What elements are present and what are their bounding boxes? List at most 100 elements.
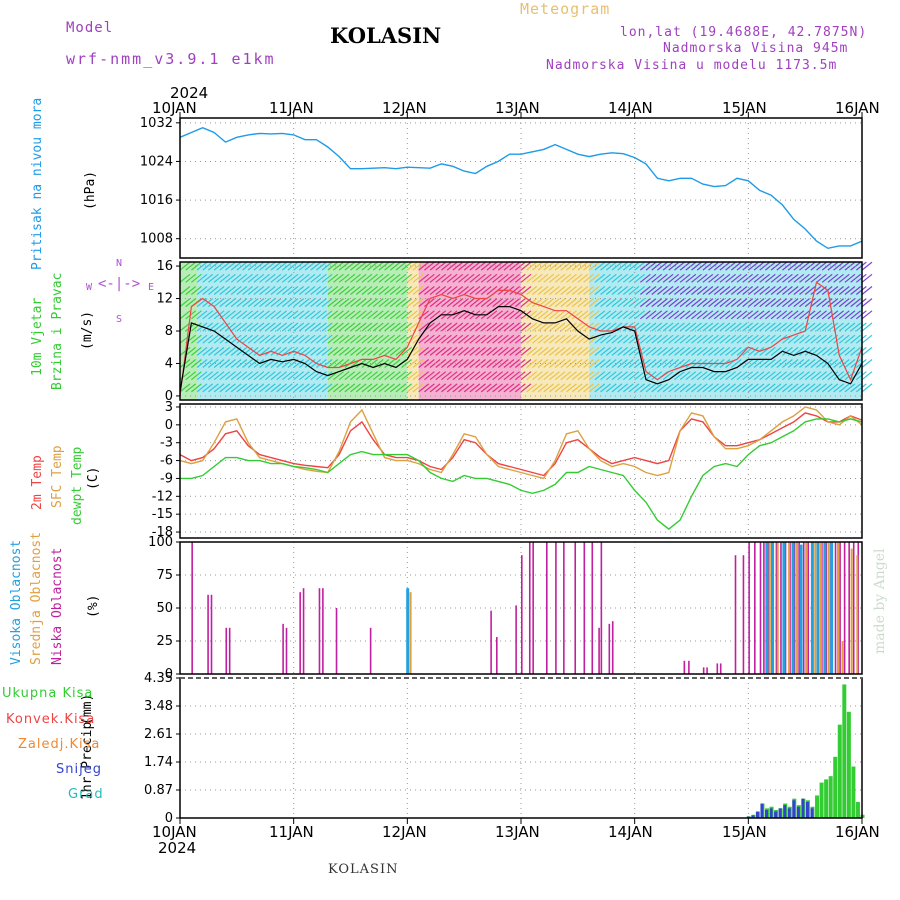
wind-vector	[338, 346, 350, 356]
wind-vector	[321, 286, 333, 295]
wind-vector	[333, 334, 344, 344]
wind-vector	[668, 346, 680, 356]
wind-vector	[463, 310, 475, 320]
wind-vector	[725, 334, 736, 344]
wind-vector	[759, 298, 771, 308]
wind-vector	[668, 261, 680, 271]
wind-vector	[253, 286, 265, 295]
wind-vector	[657, 383, 668, 393]
wind-vector	[406, 359, 418, 368]
wind-vector	[310, 383, 322, 393]
wind-vector	[475, 346, 486, 356]
wind-vector	[333, 310, 344, 320]
wind-vector	[338, 371, 350, 381]
wind-vector	[543, 371, 555, 381]
wind-vector	[389, 371, 401, 381]
wind-vector	[179, 298, 191, 308]
wind-vector	[810, 334, 822, 344]
wind-vector	[463, 273, 475, 283]
wind-vector	[259, 334, 270, 344]
y-tick-label: 8	[165, 324, 173, 339]
wind-vector	[776, 261, 788, 271]
wind-vector	[509, 298, 521, 308]
meteogram-label: Meteogram	[520, 0, 611, 18]
y-tick-label: -6	[160, 454, 173, 469]
wind-vector	[406, 261, 418, 271]
wind-vector	[458, 261, 469, 271]
wind-vector	[679, 286, 691, 295]
wind-vector	[327, 310, 339, 320]
cloud-mid-bar	[805, 542, 808, 674]
wind-vector	[259, 371, 270, 381]
wind-vector	[236, 261, 248, 271]
wind-vector	[276, 298, 287, 308]
wind-vector	[583, 286, 594, 295]
cloud-high-bar	[791, 542, 795, 674]
wind-vector	[765, 310, 776, 320]
wind-vector	[333, 322, 344, 332]
wind-vector	[725, 371, 736, 381]
wind-vector	[225, 286, 236, 295]
wind-vector	[389, 286, 401, 295]
wind-vector	[594, 310, 606, 320]
wind-vector	[509, 383, 521, 393]
cloud-title-low: Niska Oblacnost	[50, 547, 65, 665]
wind-vector	[327, 322, 339, 332]
wind-vector	[344, 371, 356, 381]
wind-vector	[401, 273, 413, 283]
wind-vector	[526, 310, 538, 320]
wind-vector	[463, 322, 475, 332]
wind-vector	[594, 383, 606, 393]
wind-vector	[571, 334, 583, 344]
precip-total-bar	[851, 766, 856, 818]
wind-unit: (m/s)	[80, 310, 95, 350]
wind-vector	[384, 261, 395, 271]
wind-vector	[475, 286, 486, 295]
wind-vector	[492, 334, 503, 344]
wind-vector	[293, 383, 305, 393]
wind-vector	[827, 286, 839, 295]
wind-vector	[844, 273, 856, 283]
cloud-high-bar	[782, 542, 786, 674]
wind-vector	[679, 273, 691, 283]
wind-vector	[446, 286, 458, 295]
cloud-low-bar	[495, 637, 498, 674]
cloud-low-bar	[583, 542, 586, 674]
wind-vector	[531, 273, 543, 283]
wind-vector	[367, 334, 378, 344]
wind-vector	[230, 286, 242, 295]
wind-vector	[736, 383, 748, 393]
wind-vector	[441, 273, 452, 283]
wind-vector	[702, 322, 714, 332]
wind-vector	[503, 334, 515, 344]
cloud-unit: (%)	[86, 594, 101, 618]
wind-vector	[208, 334, 219, 344]
cloud-low-bar	[207, 594, 209, 674]
wind-vector	[571, 371, 583, 381]
y-tick-label: 25	[156, 634, 173, 649]
wind-vector	[372, 334, 384, 344]
wind-vector	[674, 322, 685, 332]
wind-vector	[526, 371, 538, 381]
wind-vector	[537, 359, 549, 368]
wind-vector	[378, 322, 390, 332]
wind-vector	[333, 261, 344, 271]
wind-vector	[838, 359, 850, 368]
wind-vector	[634, 310, 646, 320]
wind-vector	[446, 298, 458, 308]
cloud-low-bar	[528, 542, 531, 674]
wind-vector	[827, 371, 839, 381]
wind-vector	[850, 273, 862, 283]
wind-vector	[736, 371, 748, 381]
wind-vector	[639, 286, 651, 295]
wind-vector	[208, 383, 219, 393]
wind-vector	[389, 310, 401, 320]
wind-vector	[588, 359, 600, 368]
wind-vector	[202, 346, 214, 356]
wind-vector	[645, 346, 657, 356]
legend-grad: Grad	[68, 787, 104, 802]
wind-vector	[480, 286, 492, 295]
wind-vector	[350, 371, 361, 381]
wind-vector	[406, 310, 418, 320]
wind-vector	[645, 310, 657, 320]
